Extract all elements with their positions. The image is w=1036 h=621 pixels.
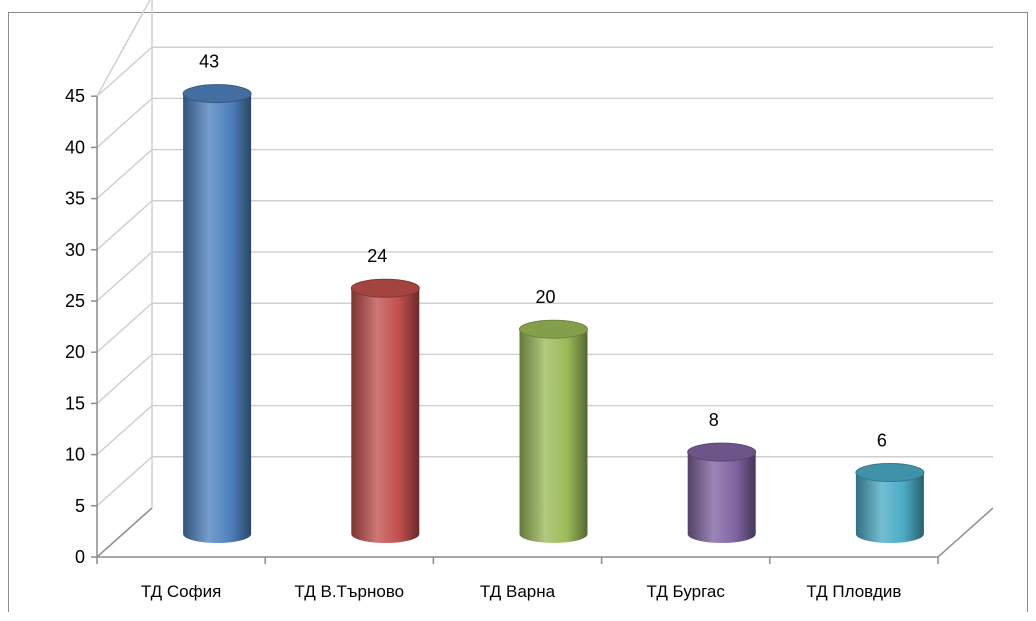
- bar-body: [855, 472, 924, 543]
- y-tick-label: 45: [65, 86, 85, 106]
- side-gridline: [96, 405, 153, 456]
- side-gridline: [96, 200, 153, 251]
- data-label: 24: [367, 246, 387, 266]
- y-tick-label: 15: [65, 393, 85, 413]
- axes: [91, 95, 994, 564]
- x-tick-label: ТД Бургас: [647, 582, 726, 601]
- chart-frame: [8, 12, 1028, 612]
- side-gridline: [96, 97, 153, 148]
- x-tick-label: ТД Варна: [480, 582, 556, 601]
- bar-5: [855, 463, 925, 543]
- labels: 0 5 10 15 20 25 30 35 40 45 43 ТД София 24 ТД В.Търно…: [65, 52, 902, 601]
- bar-4: [687, 442, 757, 543]
- side-gridline: [96, 302, 153, 353]
- bar-top: [350, 278, 420, 298]
- bar-body: [183, 93, 252, 544]
- data-label: 8: [709, 410, 719, 430]
- data-label: 6: [877, 431, 887, 451]
- bar-top: [519, 319, 588, 339]
- bar-top: [182, 84, 252, 104]
- floor-left-edge: [96, 507, 153, 558]
- side-gridline: [96, 251, 153, 302]
- x-tick-label: ТД София: [141, 582, 221, 601]
- bar-2: [350, 278, 420, 543]
- y-tick-label: 30: [65, 240, 85, 260]
- side-gridline: [96, 46, 153, 97]
- y-tick-label: 10: [65, 445, 85, 465]
- bar-3: [519, 319, 588, 543]
- y-tick-label: 0: [75, 547, 85, 567]
- y-tick-label: 25: [65, 291, 85, 311]
- x-tick-label: ТД В.Търново: [294, 582, 404, 601]
- bar-body: [687, 452, 756, 543]
- y-tick-label: 40: [65, 137, 85, 157]
- side-gridline: [96, 456, 153, 507]
- y-tick-label: 35: [65, 189, 85, 209]
- bar-1: [182, 84, 252, 544]
- data-label: 20: [535, 287, 555, 307]
- side-gridline: [96, 149, 153, 200]
- y-tick-label: 5: [75, 496, 85, 516]
- bar-body: [519, 329, 588, 543]
- bars: [182, 84, 925, 544]
- bar-top: [855, 463, 925, 483]
- bar-top: [687, 442, 757, 462]
- data-label: 43: [199, 52, 219, 72]
- bar-body: [351, 288, 420, 543]
- y-tick-label: 20: [65, 342, 85, 362]
- side-gridline: [96, 353, 153, 404]
- side-wall-edge: [96, 0, 151, 97]
- x-tick-label: ТД Пловдив: [806, 582, 901, 601]
